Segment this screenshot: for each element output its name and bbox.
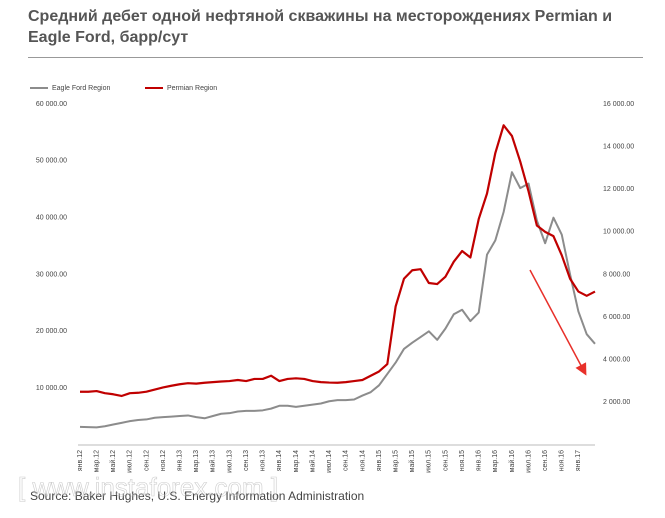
trend-arrow (529, 269, 587, 376)
x-tick-label: мар.12 (93, 450, 100, 472)
y-tick-label: 10 000.00 (603, 229, 634, 236)
x-tick-label: июл.15 (426, 450, 433, 473)
y-tick-label: 4 000.00 (603, 357, 630, 364)
x-tick-label: сен.16 (542, 450, 549, 471)
y-tick-label: 12 000.00 (603, 186, 634, 193)
x-tick-label: сен.13 (243, 450, 250, 471)
x-tick-label: ноя.15 (459, 450, 466, 471)
x-tick-label: янв.17 (575, 450, 582, 471)
y-tick-label: 40 000.00 (36, 215, 67, 222)
y-tick-label: 50 000.00 (36, 158, 67, 165)
x-tick-label: сен.15 (442, 450, 449, 471)
x-tick-label: мар.13 (193, 450, 200, 472)
y-tick-label: 10 000.00 (36, 385, 67, 392)
x-tick-label: сен.12 (143, 450, 150, 471)
x-tick-label: янв.13 (177, 450, 184, 471)
x-tick-label: май.12 (109, 450, 117, 472)
title-rule (28, 57, 643, 58)
x-tick-label: ноя.14 (359, 450, 366, 471)
x-tick-label: май.14 (308, 450, 316, 472)
series-line (80, 124, 596, 398)
x-tick-label: янв.14 (276, 450, 283, 471)
y-tick-label: 2 000.00 (603, 399, 630, 406)
x-tick-label: ноя.13 (260, 450, 267, 471)
source: Source: Baker Hughes, U.S. Energy Inform… (30, 489, 364, 503)
x-tick-label: янв.15 (376, 450, 383, 471)
x-tick-label: май.16 (508, 450, 516, 472)
y-tick-label: 20 000.00 (36, 328, 67, 335)
x-tick-label: мар.15 (392, 450, 399, 472)
x-tick-label: июл.14 (326, 450, 333, 473)
x-tick-label: ноя.12 (160, 450, 167, 471)
x-tick-label: мар.16 (492, 450, 499, 472)
legend-label: Eagle Ford Region (52, 85, 110, 92)
y-tick-label: 30 000.00 (36, 271, 67, 278)
y-tick-label: 16 000.00 (603, 101, 634, 108)
x-tick-label: май.15 (408, 450, 416, 472)
x-tick-label: июл.13 (226, 450, 233, 473)
x-tick-label: июл.12 (127, 450, 134, 473)
watermark: [ www.instaforex.com ] (18, 472, 278, 502)
y-tick-label: 60 000.00 (36, 101, 67, 108)
y-tick-label: 8 000.00 (603, 271, 630, 278)
y-tick-label: 6 000.00 (603, 314, 630, 321)
x-tick-label: мар.14 (293, 450, 300, 472)
legend-label: Permian Region (167, 85, 217, 92)
x-tick-label: янв.12 (77, 450, 84, 471)
y-tick-label: 14 000.00 (603, 143, 634, 150)
series-line (79, 171, 596, 429)
x-tick-label: ноя.16 (559, 450, 566, 471)
x-tick-label: янв.16 (476, 450, 483, 471)
x-tick-label: май.13 (209, 450, 217, 472)
x-tick-label: июл.16 (525, 450, 532, 473)
chart-title: Средний дебет одной нефтяной скважины на… (28, 8, 613, 46)
x-tick-label: сен.14 (343, 450, 350, 471)
